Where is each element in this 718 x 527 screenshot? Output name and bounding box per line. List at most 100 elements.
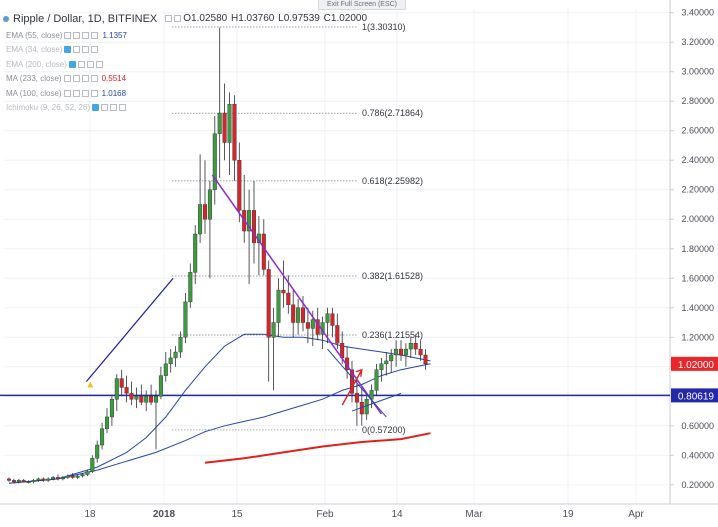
settings-icon[interactable]	[68, 60, 76, 68]
candle-body	[56, 477, 61, 480]
close-icon[interactable]	[91, 46, 99, 54]
candle	[85, 470, 90, 476]
candle	[100, 422, 105, 450]
candle-body	[389, 354, 394, 362]
candle-body	[247, 210, 252, 232]
candle-body	[26, 481, 31, 484]
candle	[109, 396, 114, 426]
indicator-row[interactable]: MA (100, close) 1.0168	[3, 86, 368, 101]
settings-icon[interactable]	[64, 46, 72, 54]
close-icon[interactable]	[90, 75, 98, 83]
candle-body	[227, 103, 232, 143]
close-icon[interactable]	[119, 104, 127, 112]
price-axis-background	[670, 0, 718, 522]
settings-icon[interactable]	[64, 31, 72, 39]
exit-fullscreen-button[interactable]: Exit Full Screen (ESC)	[318, 0, 406, 10]
settings-icon[interactable]	[63, 75, 71, 83]
candle-body	[394, 348, 399, 356]
close-icon[interactable]	[95, 60, 103, 68]
indicator-row[interactable]: MA (233, close) 0.5514	[3, 72, 368, 87]
candle	[114, 374, 119, 412]
candle	[335, 313, 340, 350]
candle	[350, 360, 355, 403]
candle-body	[413, 342, 418, 350]
x-tick-label: 2018	[153, 509, 176, 520]
candle	[90, 455, 95, 474]
candle	[394, 340, 399, 367]
candle	[70, 473, 75, 479]
signal-arrow	[341, 369, 363, 406]
candle	[379, 357, 384, 382]
indicator-row[interactable]: EMA (200, close)	[3, 57, 368, 72]
candle	[384, 352, 389, 376]
eye-icon[interactable]	[72, 75, 80, 83]
settings-icon[interactable]	[63, 89, 71, 97]
eye-icon[interactable]	[73, 31, 81, 39]
eye-icon[interactable]	[174, 15, 182, 22]
candle-body	[95, 444, 100, 459]
close-icon[interactable]	[91, 31, 99, 39]
candle-body	[418, 348, 423, 356]
x-tick-label: 15	[231, 509, 243, 520]
indicator-list: EMA (55, close) 1.1357 EMA (34, close) EMA …	[3, 28, 368, 115]
last-price-badge	[671, 356, 718, 371]
candle-body	[149, 396, 154, 403]
high-value: H1.03760	[231, 13, 275, 24]
fib-level-label: 0.236(1.21554)	[362, 330, 423, 340]
chart-legend: Ripple / Dollar, 1D, BITFINEX O1.02580 H…	[3, 9, 368, 115]
candle-body	[16, 480, 21, 483]
low-value: L0.97539	[278, 13, 320, 24]
candle-body	[41, 478, 46, 481]
lock-icon[interactable]	[82, 46, 90, 54]
candle	[247, 189, 252, 285]
settings-icon[interactable]	[165, 15, 173, 22]
lock-icon[interactable]	[81, 89, 89, 97]
close-icon[interactable]	[90, 89, 98, 97]
candle-body	[202, 204, 207, 220]
fib-level-label: 1(3.30310)	[362, 22, 406, 32]
indicator-row[interactable]: EMA (34, close)	[3, 43, 368, 58]
y-tick-label: 2.00000	[681, 214, 714, 224]
candle	[232, 95, 237, 181]
eye-icon[interactable]	[73, 46, 81, 54]
candle-body	[305, 322, 310, 329]
candle-body	[399, 348, 404, 356]
candle-body	[163, 363, 168, 376]
candle	[163, 352, 168, 382]
candle	[193, 225, 198, 285]
candle-body	[70, 475, 75, 478]
ohlc-values: O1.02580 H1.03760 L0.97539 C1.02000	[183, 13, 368, 24]
settings-icon[interactable]	[92, 104, 100, 112]
candlesticks	[6, 27, 428, 484]
indicator-name: Ichimoku (9, 26, 52, 26)	[6, 103, 91, 113]
candle-body	[119, 378, 124, 388]
eye-icon[interactable]	[77, 60, 85, 68]
lock-icon[interactable]	[110, 104, 118, 112]
candle	[198, 154, 203, 243]
y-tick-label: 2.40000	[681, 155, 714, 165]
candle-body	[158, 375, 163, 397]
candle	[129, 381, 134, 406]
eye-icon[interactable]	[101, 104, 109, 112]
candle	[173, 346, 178, 367]
candle	[168, 349, 173, 373]
indicator-row[interactable]: Ichimoku (9, 26, 52, 26)	[3, 101, 368, 116]
y-tick-label: 3.40000	[681, 8, 714, 18]
candle	[158, 366, 163, 400]
lock-icon[interactable]	[86, 60, 94, 68]
eye-icon[interactable]	[72, 89, 80, 97]
lock-icon[interactable]	[82, 31, 90, 39]
candle	[56, 474, 61, 481]
indicator-row[interactable]: EMA (55, close) 1.1357	[3, 28, 368, 43]
candle	[237, 142, 242, 223]
y-tick-label: 3.20000	[681, 37, 714, 47]
candle	[217, 27, 222, 178]
candle-body	[384, 360, 389, 365]
candle	[80, 473, 85, 478]
y-tick-label: 0.20000	[681, 480, 714, 490]
lock-icon[interactable]	[81, 75, 89, 83]
candle-body	[173, 351, 178, 359]
y-tick-label: 0.60000	[681, 421, 714, 431]
